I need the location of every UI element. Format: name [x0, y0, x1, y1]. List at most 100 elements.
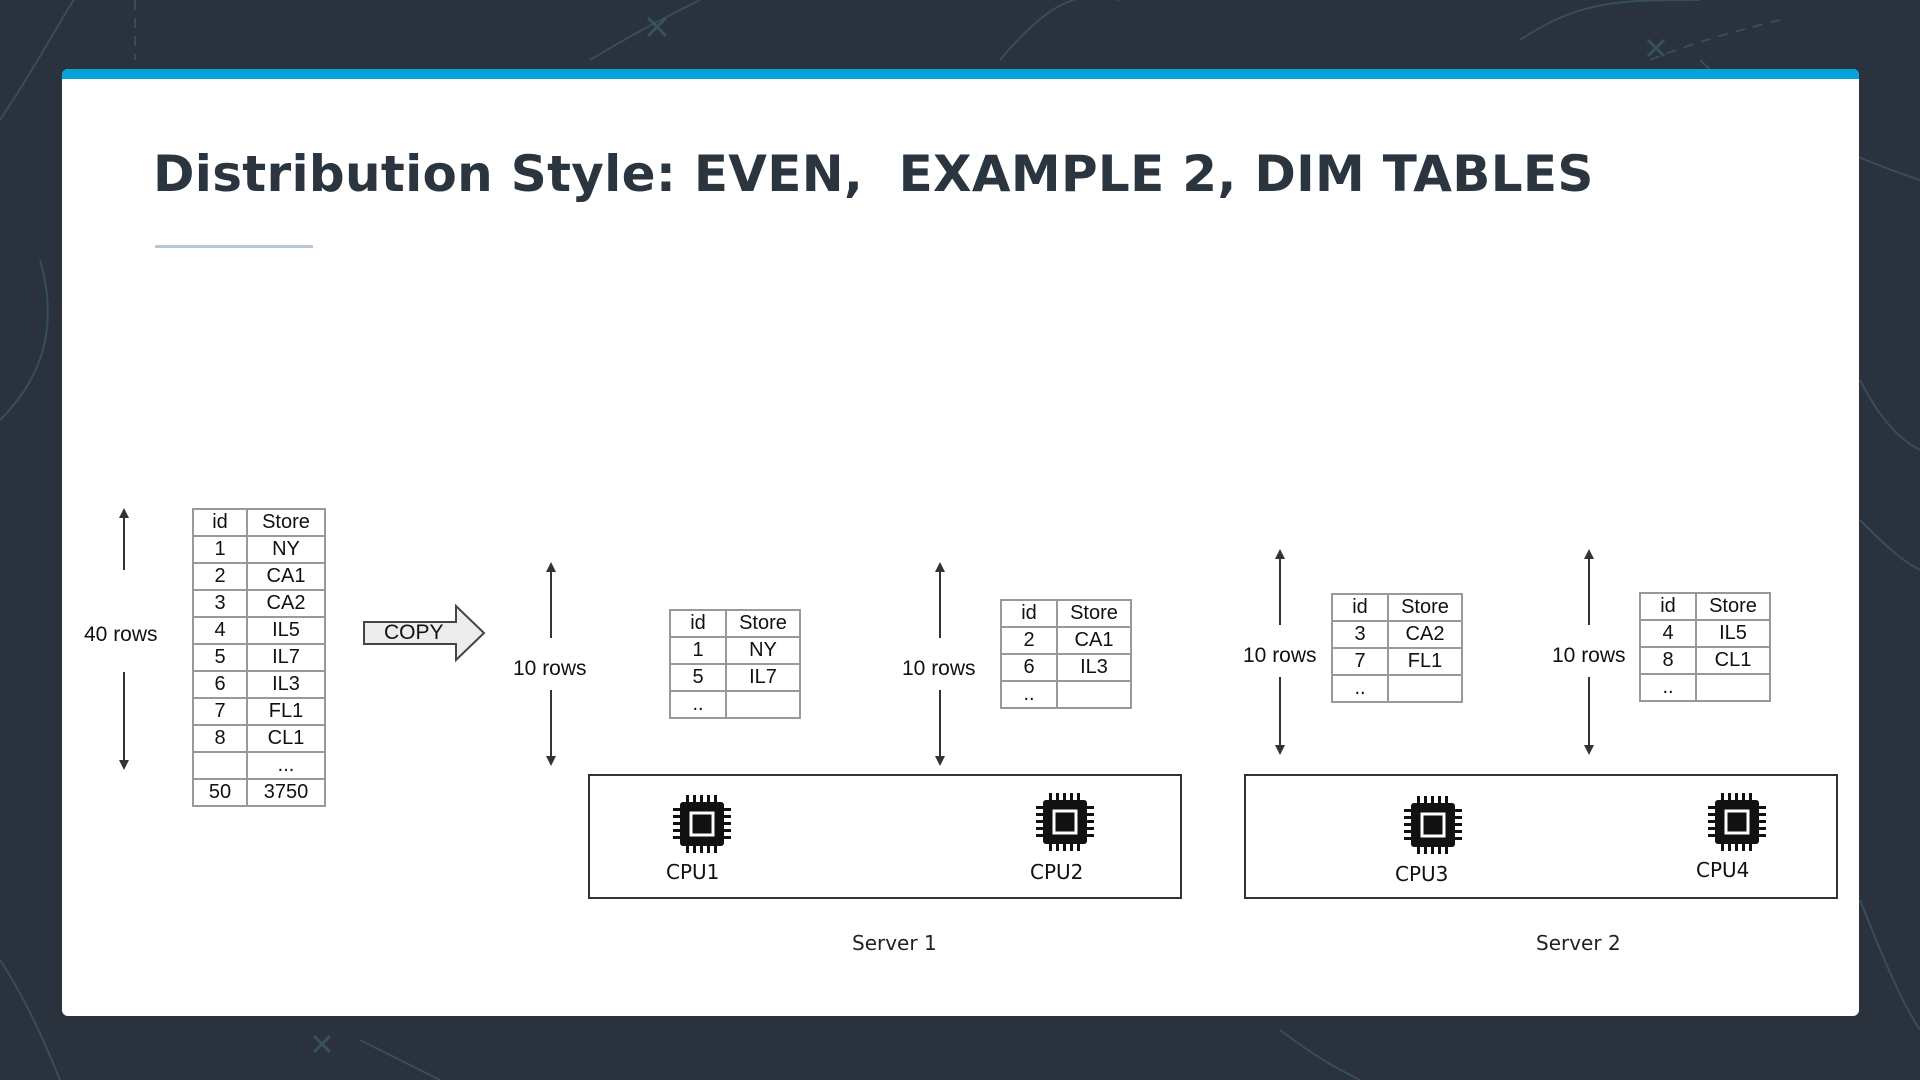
cell-store: IL7 — [725, 663, 801, 692]
cell-store: CA2 — [1387, 620, 1463, 649]
cell-id: 6 — [1000, 653, 1058, 682]
cell-store — [1056, 680, 1132, 709]
cell-id: .. — [669, 690, 727, 719]
table-row: .. — [669, 690, 801, 719]
cpu4-label: CPU4 — [1696, 858, 1750, 882]
cell-id: .. — [1331, 674, 1389, 703]
cell-id: 5 — [669, 663, 727, 692]
cell-store: ... — [246, 751, 326, 780]
cell-id: 3 — [1331, 620, 1389, 649]
slice4-arrow-up — [1584, 549, 1594, 625]
table-row: .. — [1331, 674, 1463, 703]
cell-store — [1695, 673, 1771, 702]
source-arrow-down — [119, 672, 129, 770]
copy-label: COPY — [384, 621, 444, 644]
slice2-arrow-up — [935, 562, 945, 638]
slice3-arrow-up — [1275, 549, 1285, 625]
cell-store: CA2 — [246, 589, 326, 618]
cell-store: IL3 — [1056, 653, 1132, 682]
table-row: 5 IL7 — [192, 643, 326, 672]
table-row: 3 CA2 — [1331, 620, 1463, 649]
slice2-row-count: 10 rows — [902, 657, 976, 680]
header-id: id — [192, 508, 248, 537]
cell-store: CA1 — [246, 562, 326, 591]
table-header-row: id Store — [192, 508, 326, 537]
cell-id — [192, 751, 248, 780]
table-row: .. — [1000, 680, 1132, 709]
cpu1-label: CPU1 — [666, 860, 720, 884]
slice4-table: id Store 4 IL5 8 CL1 .. — [1639, 592, 1771, 702]
cell-store: IL5 — [1695, 619, 1771, 648]
header-id: id — [1331, 593, 1389, 622]
table-header-row: id Store — [669, 609, 801, 638]
cpu-chip-icon — [1036, 793, 1094, 851]
cell-id: 7 — [192, 697, 248, 726]
table-row: .. — [1639, 673, 1771, 702]
cell-id: 8 — [1639, 646, 1697, 675]
slice4-row-count: 10 rows — [1552, 644, 1626, 667]
title-underline — [155, 245, 313, 248]
table-row: 8 CL1 — [192, 724, 326, 753]
cpu-chip-icon — [673, 795, 731, 853]
cell-store: NY — [246, 535, 326, 564]
server-1-label: Server 1 — [852, 931, 937, 955]
slide-title: Distribution Style: EVEN, EXAMPLE 2, DIM… — [153, 145, 1594, 203]
source-row-count: 40 rows — [84, 623, 158, 646]
header-id: id — [669, 609, 727, 638]
cell-store: IL5 — [246, 616, 326, 645]
slice1-arrow-down — [546, 690, 556, 766]
table-row: 50 3750 — [192, 778, 326, 807]
cell-id: 3 — [192, 589, 248, 618]
slice2-arrow-down — [935, 690, 945, 766]
cell-store: NY — [725, 636, 801, 665]
cell-id: 5 — [192, 643, 248, 672]
cpu2-label: CPU2 — [1030, 860, 1084, 884]
cell-id: 4 — [192, 616, 248, 645]
cell-id: 6 — [192, 670, 248, 699]
cell-store: IL7 — [246, 643, 326, 672]
cell-id: 1 — [192, 535, 248, 564]
header-store: Store — [1695, 592, 1771, 621]
table-row: 8 CL1 — [1639, 646, 1771, 675]
cell-store — [1387, 674, 1463, 703]
cell-id: 7 — [1331, 647, 1389, 676]
cpu3-label: CPU3 — [1395, 862, 1449, 886]
cpu-chip-icon — [1708, 793, 1766, 851]
cell-store: 3750 — [246, 778, 326, 807]
cell-store: CL1 — [246, 724, 326, 753]
slice4-arrow-down — [1584, 677, 1594, 755]
cell-store: CA1 — [1056, 626, 1132, 655]
slice1-table: id Store 1 NY 5 IL7 .. — [669, 609, 801, 719]
table-header-row: id Store — [1639, 592, 1771, 621]
slice3-table: id Store 3 CA2 7 FL1 .. — [1331, 593, 1463, 703]
header-id: id — [1000, 599, 1058, 628]
cell-id: 1 — [669, 636, 727, 665]
header-store: Store — [1387, 593, 1463, 622]
table-row: 4 IL5 — [1639, 619, 1771, 648]
header-store: Store — [246, 508, 326, 537]
accent-bar — [62, 69, 1859, 79]
cell-id: 50 — [192, 778, 248, 807]
table-row: 6 IL3 — [1000, 653, 1132, 682]
cell-store: CL1 — [1695, 646, 1771, 675]
slice2-table: id Store 2 CA1 6 IL3 .. — [1000, 599, 1132, 709]
table-row: 7 FL1 — [192, 697, 326, 726]
table-row: 7 FL1 — [1331, 647, 1463, 676]
cell-store — [725, 690, 801, 719]
header-store: Store — [1056, 599, 1132, 628]
table-row: 1 NY — [192, 535, 326, 564]
cell-store: FL1 — [1387, 647, 1463, 676]
cell-id: 8 — [192, 724, 248, 753]
table-header-row: id Store — [1000, 599, 1132, 628]
table-row: ... — [192, 751, 326, 780]
cell-id: .. — [1000, 680, 1058, 709]
source-arrow-up — [119, 508, 129, 570]
cell-store: FL1 — [246, 697, 326, 726]
server-2-label: Server 2 — [1536, 931, 1621, 955]
table-row: 1 NY — [669, 636, 801, 665]
header-id: id — [1639, 592, 1697, 621]
table-row: 3 CA2 — [192, 589, 326, 618]
cpu-chip-icon — [1404, 796, 1462, 854]
table-row: 5 IL7 — [669, 663, 801, 692]
